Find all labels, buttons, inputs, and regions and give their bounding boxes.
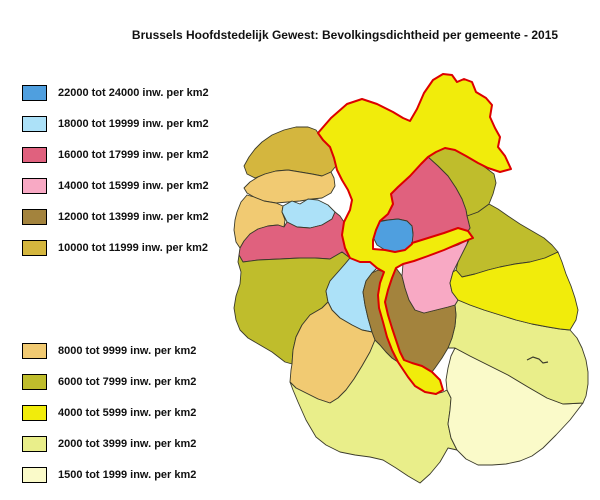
region-brussel-stad (317, 73, 512, 395)
legend-item: 22000 tot 24000 inw. per km2 (22, 84, 209, 101)
legend-item: 2000 tot 3999 inw. per km2 (22, 435, 196, 452)
legend-color-swatch (22, 177, 47, 194)
page-title: Brussels Hoofdstedelijk Gewest: Bevolkin… (131, 28, 559, 42)
legend-item: 16000 tot 17999 inw. per km2 (22, 146, 209, 163)
region-sint-pieters-woluwe (449, 251, 579, 331)
legend-label: 16000 tot 17999 inw. per km2 (58, 148, 209, 161)
legend-color-swatch (22, 239, 47, 256)
legend-item: 10000 tot 11999 inw. per km2 (22, 239, 209, 256)
legend-color-swatch (22, 435, 47, 452)
legend-label: 14000 tot 15999 inw. per km2 (58, 179, 209, 192)
legend-label: 8000 tot 9999 inw. per km2 (58, 344, 197, 357)
legend-color-swatch (22, 342, 47, 359)
legend-color-swatch (22, 115, 47, 132)
legend-label: 2000 tot 3999 inw. per km2 (58, 437, 197, 450)
legend-group-high-density: 22000 tot 24000 inw. per km2 18000 tot 19… (22, 84, 209, 270)
legend-label: 4000 tot 5999 inw. per km2 (58, 406, 197, 419)
legend-item: 14000 tot 15999 inw. per km2 (22, 177, 209, 194)
legend-label: 22000 tot 24000 inw. per km2 (58, 86, 209, 99)
legend-label: 18000 tot 19999 inw. per km2 (58, 117, 209, 130)
legend-label: 1500 tot 1999 inw. per km2 (58, 468, 197, 481)
legend-color-swatch (22, 84, 47, 101)
legend-color-swatch (22, 146, 47, 163)
stream-line (526, 356, 549, 364)
legend-group-low-density: 8000 tot 9999 inw. per km2 6000 tot 7999 … (22, 342, 196, 497)
legend-color-swatch (22, 466, 47, 483)
legend-item: 18000 tot 19999 inw. per km2 (22, 115, 209, 132)
legend-color-swatch (22, 404, 47, 421)
legend-item: 6000 tot 7999 inw. per km2 (22, 373, 196, 390)
legend-item: 8000 tot 9999 inw. per km2 (22, 342, 196, 359)
legend-color-swatch (22, 373, 47, 390)
legend-item: 4000 tot 5999 inw. per km2 (22, 404, 196, 421)
legend-label: 12000 tot 13999 inw. per km2 (58, 210, 209, 223)
legend-label: 6000 tot 7999 inw. per km2 (58, 375, 197, 388)
legend-label: 10000 tot 11999 inw. per km2 (58, 241, 209, 254)
legend-item: 12000 tot 13999 inw. per km2 (22, 208, 209, 225)
legend-color-swatch (22, 208, 47, 225)
legend-item: 1500 tot 1999 inw. per km2 (22, 466, 196, 483)
